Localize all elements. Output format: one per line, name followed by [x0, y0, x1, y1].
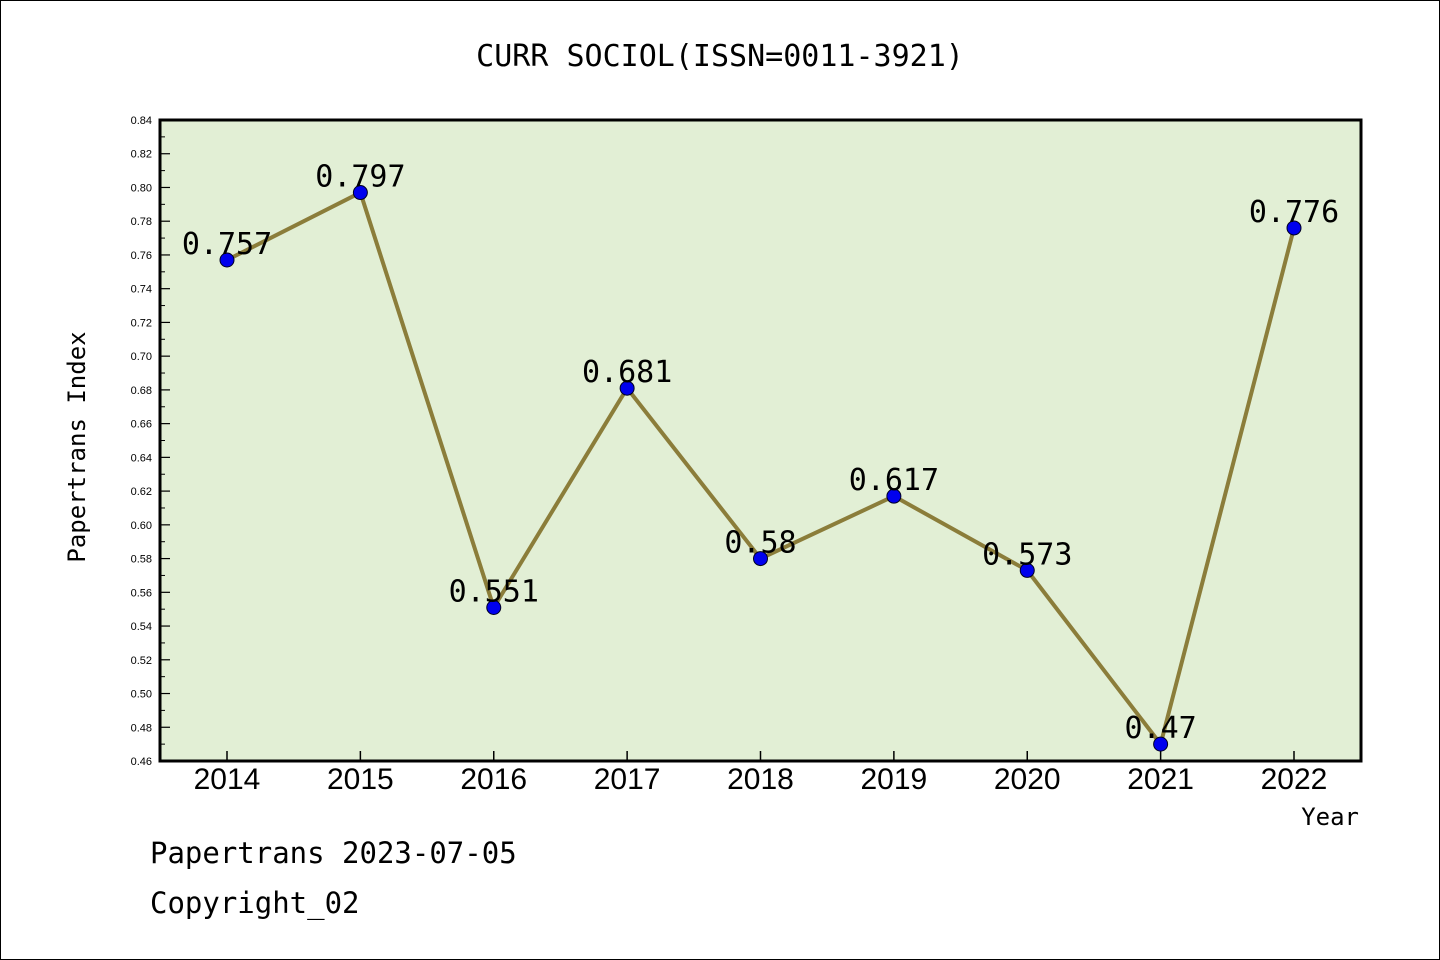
x-tick-label: 2019: [861, 763, 928, 796]
footer-copyright: Copyright_02: [150, 886, 360, 920]
y-axis-label: Papertrans Index: [63, 331, 91, 562]
data-label: 0.573: [982, 537, 1072, 572]
data-label: 0.757: [182, 227, 272, 262]
x-axis-label: Year: [1301, 803, 1359, 831]
chart-title: CURR SOCIOL(ISSN=0011-3921): [476, 39, 964, 74]
data-label: 0.47: [1125, 711, 1197, 746]
y-tick-label: 0.76: [131, 250, 152, 262]
y-tick-label: 0.60: [131, 520, 152, 532]
data-point: [1286, 220, 1302, 236]
y-tick-label: 0.46: [131, 756, 152, 768]
data-label: 0.551: [449, 574, 539, 609]
data-point: [1019, 562, 1035, 578]
y-tick-label: 0.68: [131, 385, 152, 397]
plot-area: [160, 120, 1361, 761]
y-axis-ticks: 0.46 0.48 0.50 0.52 0.54 0.56 0.58 0.60 0.62 0.64…: [131, 115, 170, 768]
y-tick-label: 0.78: [131, 216, 152, 228]
plot-border: [158, 118, 1363, 763]
x-tick-label: 2018: [727, 763, 794, 796]
data-point: [1153, 736, 1169, 752]
y-tick-label: 0.66: [131, 419, 152, 431]
data-point: [219, 252, 235, 268]
y-tick-label: 0.62: [131, 486, 152, 498]
x-tick-label: 2017: [594, 763, 661, 796]
y-tick-label: 0.58: [131, 554, 152, 566]
y-tick-label: 0.52: [131, 655, 152, 667]
y-tick-label: 0.54: [131, 621, 152, 633]
x-tick-label: 2014: [194, 763, 261, 796]
series-group: [219, 185, 1302, 752]
y-tick-label: 0.70: [131, 351, 152, 363]
y-tick-label: 0.72: [131, 317, 152, 329]
data-point: [619, 380, 635, 396]
data-point: [886, 488, 902, 504]
x-tick-label: 2015: [327, 763, 394, 796]
data-point: [352, 185, 368, 201]
y-tick-label: 0.74: [131, 284, 152, 296]
y-tick-label: 0.82: [131, 149, 152, 161]
x-tick-label: 2016: [460, 763, 527, 796]
x-tick-label: 2022: [1261, 763, 1328, 796]
data-label: 0.797: [315, 160, 405, 195]
y-tick-label: 0.64: [131, 452, 152, 464]
data-label: 0.617: [849, 463, 939, 498]
y-tick-label: 0.50: [131, 689, 152, 701]
data-point: [753, 551, 768, 567]
data-point: [486, 599, 502, 615]
x-tick-label: 2021: [1127, 763, 1194, 796]
data-label: 0.58: [724, 526, 796, 561]
x-axis-ticks: 2014 2015 2016 2017 2018 2019 2020 2021 2022: [194, 751, 1328, 796]
x-tick-label: 2020: [994, 763, 1061, 796]
data-labels: 0.757 0.797 0.551 0.681 0.58 0.617 0.573 0.47 0.…: [182, 160, 1339, 747]
data-label: 0.776: [1249, 195, 1339, 230]
y-tick-label: 0.80: [131, 182, 152, 194]
y-tick-label: 0.56: [131, 587, 152, 599]
data-label: 0.681: [582, 355, 672, 390]
footer-date: Papertrans 2023-07-05: [150, 836, 517, 870]
y-tick-label: 0.48: [131, 722, 152, 734]
y-tick-label: 0.84: [131, 115, 152, 127]
